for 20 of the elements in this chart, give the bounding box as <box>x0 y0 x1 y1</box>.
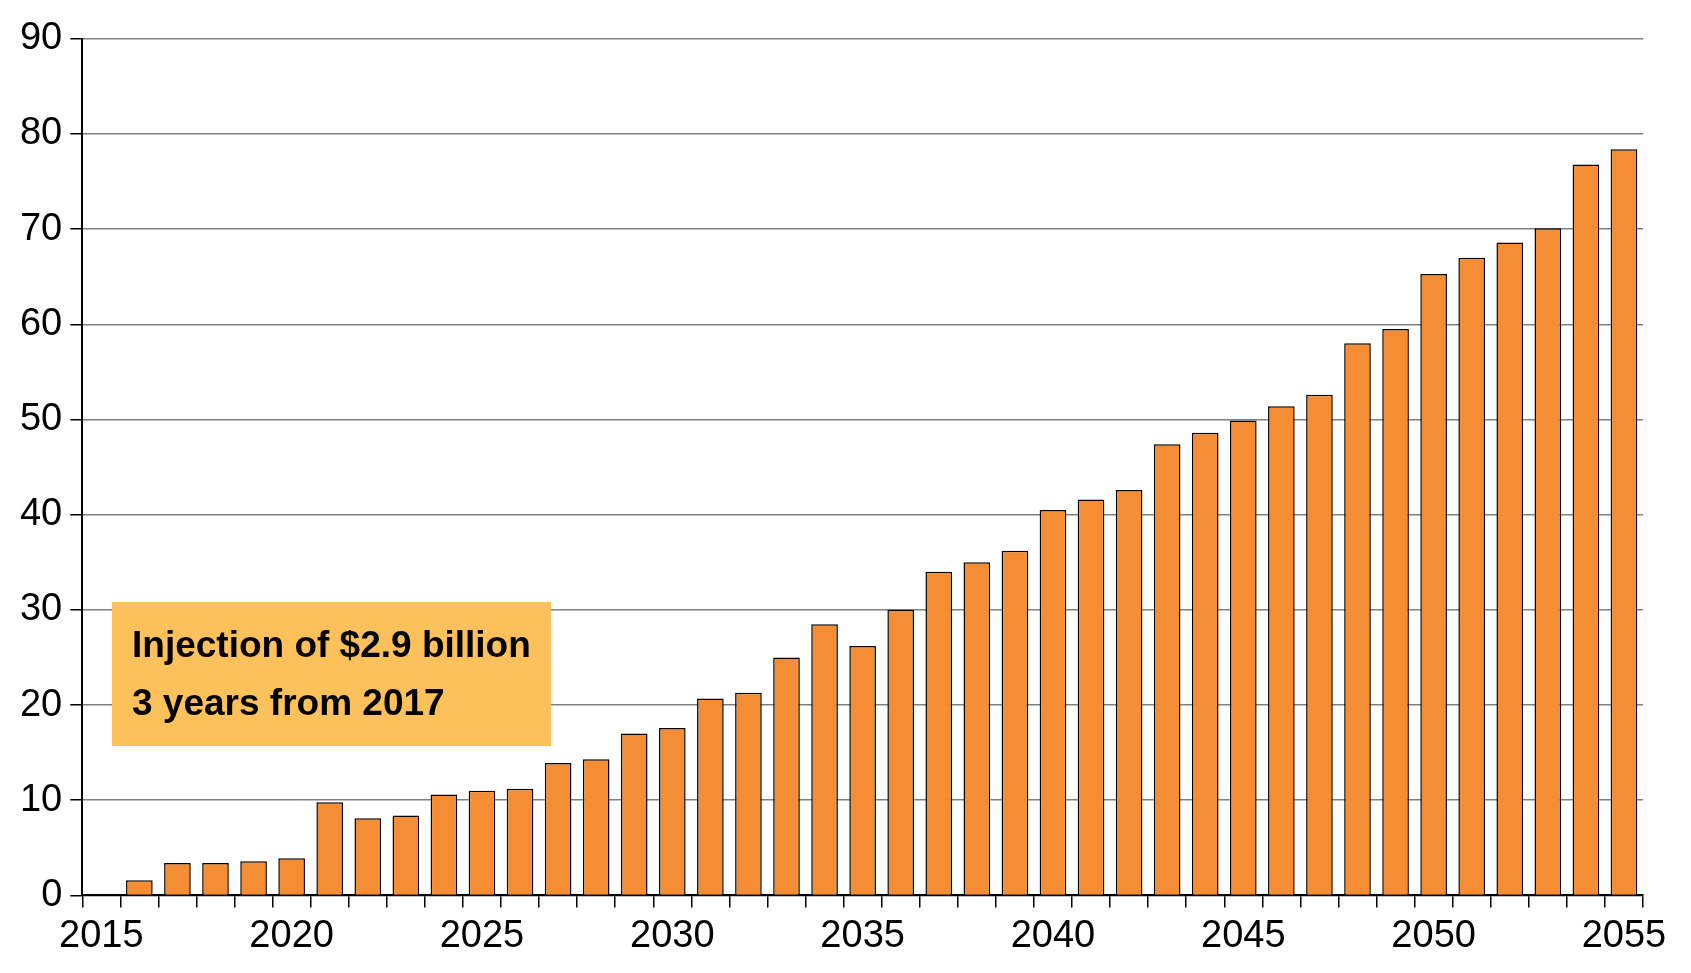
x-tick-label: 2025 <box>439 912 525 955</box>
y-tick-label: 20 <box>19 681 63 724</box>
y-tick-label: 70 <box>19 205 63 248</box>
x-tick-label: 2055 <box>1581 912 1667 955</box>
x-tick-label: 2030 <box>630 912 715 955</box>
x-tick-label: 2045 <box>1201 912 1286 955</box>
y-tick-label: 10 <box>19 776 63 819</box>
x-tick-label: 2035 <box>820 912 905 955</box>
x-tick-label: 2015 <box>59 912 144 955</box>
y-tick-label: 0 <box>41 871 63 914</box>
annotation: Injection of $2.9 billion 3 years from 2017 <box>112 602 551 746</box>
y-tick-label: 50 <box>19 396 63 438</box>
y-tick-label: 90 <box>19 15 63 58</box>
x-tick-label: 2050 <box>1391 912 1476 955</box>
y-tick-label: 40 <box>19 491 63 534</box>
y-tick-label: 30 <box>19 586 63 629</box>
y-tick-label: 60 <box>19 300 63 343</box>
y-tick-label: 80 <box>19 110 63 153</box>
x-tick-label: 2020 <box>249 912 334 955</box>
x-tick-label: 2040 <box>1010 912 1096 955</box>
